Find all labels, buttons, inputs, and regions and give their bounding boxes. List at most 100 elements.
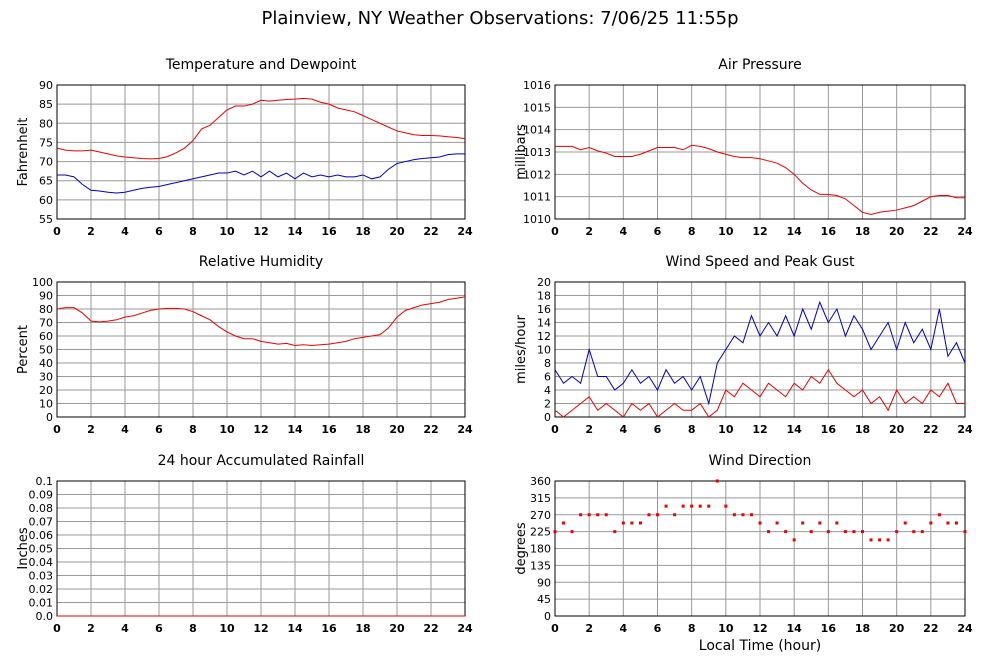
data-point: [775, 521, 779, 525]
x-tick-label: 2: [585, 225, 593, 238]
x-tick-label: 14: [287, 423, 303, 436]
x-tick-label: 8: [189, 622, 197, 635]
data-point: [698, 504, 702, 508]
x-tick-label: 22: [923, 225, 938, 238]
y-axis-label: millibars: [514, 124, 529, 180]
data-point: [835, 521, 839, 525]
x-tick-label: 20: [389, 622, 405, 635]
x-tick-label: 16: [821, 225, 837, 238]
data-point: [647, 513, 651, 517]
data-point: [741, 513, 745, 517]
x-tick-label: 6: [654, 622, 662, 635]
x-tick-label: 22: [923, 622, 938, 635]
x-tick-label: 20: [889, 423, 905, 436]
y-tick-label: 0.05: [29, 543, 54, 556]
data-point: [920, 530, 924, 534]
x-tick-label: 0: [551, 622, 559, 635]
data-line: [56, 97, 466, 160]
x-tick-label: 18: [355, 225, 370, 238]
y-tick-label: 8: [544, 357, 551, 370]
data-point: [895, 530, 899, 534]
data-point: [758, 521, 762, 525]
y-tick-label: 0.08: [29, 502, 54, 515]
x-tick-label: 10: [219, 423, 235, 436]
data-point: [656, 513, 659, 517]
data-point: [587, 513, 591, 517]
y-tick-label: 14: [537, 317, 551, 330]
y-tick-label: 90: [39, 290, 53, 303]
y-axis-label: Percent: [16, 325, 31, 374]
data-point: [843, 530, 847, 534]
y-tick-label: 1011: [523, 191, 551, 204]
x-tick-label: 24: [457, 622, 473, 635]
plot-border: [554, 281, 966, 418]
data-point: [886, 538, 890, 542]
data-point: [596, 513, 600, 517]
x-axis-label: Local Time (hour): [699, 638, 821, 654]
data-line: [554, 368, 965, 418]
data-point: [570, 530, 574, 534]
x-tick-label: 0: [53, 225, 61, 238]
x-tick-label: 6: [155, 423, 163, 436]
y-tick-label: 0.01: [29, 597, 54, 610]
x-tick-label: 22: [423, 423, 438, 436]
y-tick-label: 0: [544, 610, 551, 623]
data-point: [630, 521, 634, 525]
y-tick-label: 80: [39, 303, 53, 316]
data-point: [724, 504, 728, 508]
y-tick-label: 55: [39, 213, 53, 226]
x-tick-label: 12: [253, 225, 268, 238]
y-tick-label: 180: [530, 543, 551, 556]
data-point: [562, 521, 566, 525]
x-tick-label: 12: [752, 622, 767, 635]
y-tick-label: 315: [530, 492, 551, 505]
chart-title: Wind Direction: [709, 453, 812, 469]
y-tick-label: 6: [544, 371, 551, 384]
data-point: [878, 538, 882, 542]
x-tick-label: 18: [855, 225, 870, 238]
data-point: [604, 513, 608, 517]
y-tick-label: 360: [530, 475, 551, 488]
y-tick-label: 4: [544, 384, 551, 397]
y-tick-label: 20: [39, 384, 53, 397]
x-tick-label: 16: [821, 622, 837, 635]
x-tick-label: 18: [355, 622, 370, 635]
y-tick-label: 0.06: [29, 529, 54, 542]
data-point: [664, 504, 668, 508]
data-line: [56, 296, 466, 346]
y-tick-label: 10: [537, 344, 551, 357]
y-tick-label: 0: [544, 411, 551, 424]
x-tick-label: 16: [321, 622, 337, 635]
x-tick-label: 4: [620, 622, 628, 635]
x-tick-label: 2: [585, 622, 593, 635]
y-tick-label: 2: [544, 398, 551, 411]
data-point: [963, 530, 967, 534]
y-tick-label: 20: [537, 276, 551, 289]
x-tick-label: 10: [718, 225, 734, 238]
x-tick-label: 22: [423, 622, 438, 635]
y-tick-label: 40: [39, 357, 53, 370]
x-tick-label: 4: [121, 622, 129, 635]
y-tick-label: 0.04: [29, 556, 54, 569]
data-point: [818, 521, 822, 525]
y-tick-label: 70: [39, 156, 53, 169]
data-line: [57, 153, 465, 194]
data-point: [861, 530, 864, 534]
y-tick-label: 1013: [523, 146, 551, 159]
y-tick-label: 10: [39, 398, 53, 411]
x-tick-label: 6: [155, 225, 163, 238]
x-tick-label: 18: [855, 423, 870, 436]
x-tick-label: 4: [121, 423, 129, 436]
chart-title: Temperature and Dewpoint: [165, 57, 357, 73]
x-tick-label: 4: [620, 423, 628, 436]
data-point: [784, 530, 788, 534]
y-tick-label: 0: [46, 411, 53, 424]
y-tick-label: 45: [537, 593, 551, 606]
y-tick-label: 1015: [523, 101, 551, 114]
data-point: [946, 521, 950, 525]
y-tick-label: 0.03: [29, 570, 54, 583]
x-tick-label: 8: [189, 423, 197, 436]
x-tick-label: 20: [889, 225, 905, 238]
y-tick-label: 225: [530, 526, 551, 539]
data-point: [826, 530, 830, 534]
